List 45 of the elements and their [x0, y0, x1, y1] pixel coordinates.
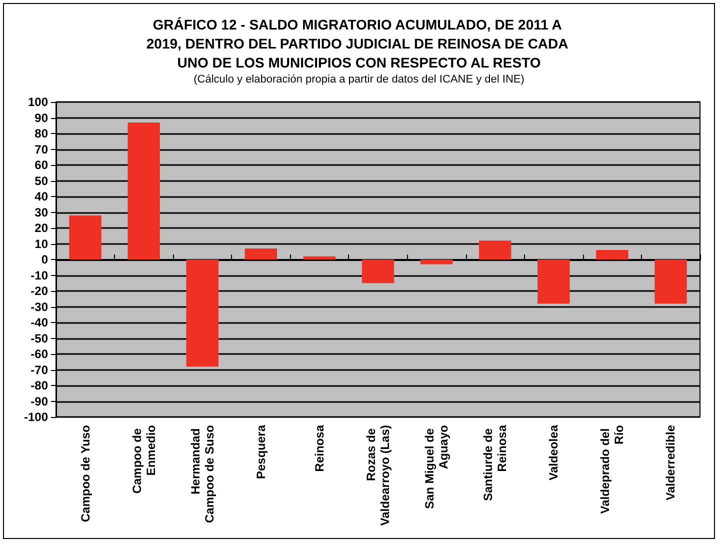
chart-subtitle: (Cálculo y elaboración propia a partir de datos del ICANE y del INE) [194, 74, 524, 86]
bar [596, 250, 628, 260]
y-tick-label: 10 [34, 236, 48, 251]
x-tick-label: Rozas de Valdearroyo (Las) [364, 425, 392, 526]
bar [244, 248, 278, 260]
bar [362, 260, 394, 284]
x-tick-label: Valderredible [664, 424, 678, 500]
x-tick-label: Campoo de Yuso [78, 425, 92, 522]
y-tick-label: 60 [34, 158, 48, 172]
x-tick-label: Valdeprado del Río [598, 425, 626, 514]
y-tick-label: 30 [34, 205, 48, 220]
x-tick-label: Santiurde de Reinosa [481, 424, 510, 502]
bar [538, 260, 570, 304]
y-tick-label: -10 [30, 268, 48, 282]
y-tick-label: 80 [34, 126, 48, 140]
bar [128, 122, 160, 260]
bar [303, 256, 336, 260]
y-tick-label: -80 [30, 378, 48, 392]
y-tick-label: -50 [30, 331, 48, 346]
bar [420, 260, 453, 264]
y-tick-label: -60 [30, 347, 48, 361]
bar [654, 260, 687, 304]
x-tick-label: San Miguel de Aguayo [422, 425, 451, 510]
y-tick-label: 70 [34, 142, 48, 156]
x-tick-label: Campoo de Enmedio [130, 425, 158, 494]
x-tick-label: Reinosa [312, 424, 326, 472]
chart-title: GRÁFICO 12 - SALDO MIGRATORIO ACUMULADO, DE 2011 A 2019, DENTRO DEL PARTIDO JUDICIAL DE REINOSA DE CADA UNO DE LOS MUNICIPIOS CON RESPECTO AL RESTO [146, 16, 572, 70]
y-tick-label: 100 [28, 95, 48, 109]
y-tick-label: -70 [30, 362, 48, 377]
bar [186, 260, 218, 367]
y-tick-label: -30 [30, 300, 48, 314]
x-tick-label: Valdeolea [546, 424, 561, 480]
y-tick-label: 40 [34, 190, 48, 204]
y-tick-label: -40 [30, 316, 48, 330]
y-tick-label: -100 [24, 410, 48, 424]
y-tick-label: 50 [34, 174, 48, 188]
y-tick-label: -90 [30, 394, 48, 408]
y-tick-label: 0 [41, 252, 48, 266]
x-tick-label: Pesquera [254, 424, 268, 480]
y-tick-label: -20 [30, 284, 48, 298]
bar [478, 240, 512, 260]
y-tick-label: 20 [34, 221, 48, 235]
x-tick-label: Hermandad Campoo de Suso [188, 425, 216, 524]
y-tick-label: 90 [34, 110, 48, 125]
bar [69, 215, 102, 260]
